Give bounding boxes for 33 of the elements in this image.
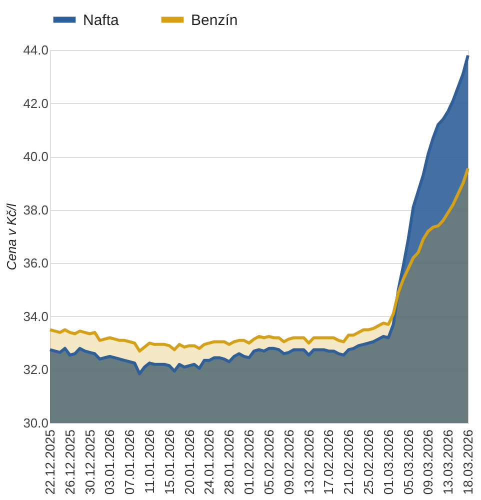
y-axis-title: Cena v Kč/l	[4, 202, 20, 270]
x-tick-label: 24.01.2026	[202, 430, 217, 495]
x-tick-label: 13.02.2026	[301, 430, 316, 495]
legend-label: Benzín	[191, 12, 238, 29]
x-tick-label: 20.01.2026	[182, 430, 197, 495]
x-tick-label: 21.02.2026	[341, 430, 356, 495]
x-tick-label: 07.01.2026	[122, 430, 138, 495]
y-tick-label: 38.0	[23, 202, 48, 218]
x-tick-label: 01.02.2026	[242, 430, 257, 495]
y-tick-label: 30.0	[23, 416, 48, 430]
x-tick-label: 13.03.2026	[440, 430, 456, 495]
x-tick-label: 11.01.2026	[142, 430, 158, 494]
x-tick-label: 09.03.2026	[420, 430, 436, 495]
x-tick-label: 01.03.2026	[380, 430, 396, 495]
legend-label: Nafta	[83, 12, 120, 29]
y-tick-label: 34.0	[23, 308, 48, 324]
x-tick-label: 05.02.2026	[261, 430, 276, 495]
x-tick-label: 26.12.2025	[62, 430, 78, 495]
y-tick-label: 42.0	[23, 96, 48, 111]
y-tick-label: 44.0	[23, 42, 48, 58]
x-tick-label: 17.02.2026	[321, 430, 336, 495]
x-tick-label: 25.02.2026	[360, 430, 376, 495]
x-tick-label: 22.12.2025	[42, 430, 58, 495]
y-tick-label: 32.0	[23, 362, 48, 378]
y-tick-label: 36.0	[23, 256, 48, 271]
x-tick-label: 03.01.2026	[102, 430, 118, 495]
y-tick-label: 40.0	[23, 149, 48, 164]
x-tick-label: 30.12.2025	[82, 430, 98, 495]
x-tick-label: 05.03.2026	[400, 430, 416, 495]
x-tick-label: 15.01.2026	[162, 430, 177, 495]
x-tick-label: 28.01.2026	[222, 430, 237, 495]
x-tick-label: 18.03.2026	[460, 430, 476, 495]
x-tick-label: 09.02.2026	[281, 430, 296, 495]
